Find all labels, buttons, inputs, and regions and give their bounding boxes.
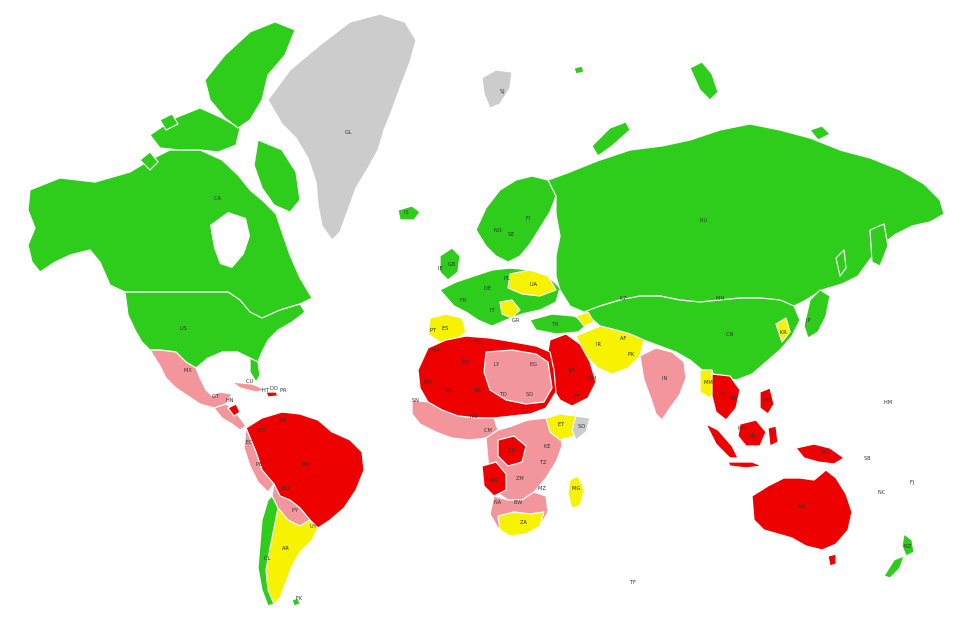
greenland-shape	[267, 13, 417, 241]
region-north-america	[27, 21, 313, 431]
label-dominican-rep: DO	[270, 386, 278, 392]
somalia-shape	[571, 415, 591, 441]
new-guinea-shape	[795, 443, 845, 465]
iberia-shape	[427, 313, 467, 343]
borneo-shape	[737, 419, 767, 447]
central-asia-china-shape	[583, 295, 801, 381]
drc-shape	[497, 435, 527, 467]
turkey-shape	[529, 313, 589, 335]
sumatra-shape	[705, 423, 739, 459]
russia-asia-shape	[547, 123, 945, 313]
novaya-zemlya-shape	[591, 121, 631, 157]
new-zealand-south-shape	[883, 555, 905, 579]
ukraine-belarus-shape	[507, 269, 557, 297]
region-asia	[545, 61, 945, 469]
philippines-shape	[759, 387, 775, 415]
australia-shape	[751, 469, 853, 551]
label-antarctic-islands: HM	[884, 400, 892, 406]
kamchatka-shape	[869, 223, 889, 267]
cuba-shape	[231, 381, 267, 393]
sakhalin-shape	[835, 249, 847, 277]
region-africa	[411, 335, 591, 537]
japan-shape	[803, 289, 831, 339]
label-french-southern: TF	[629, 580, 636, 586]
region-greenland	[267, 13, 585, 241]
svalbard-shape	[481, 69, 513, 109]
sahel-egypt-shape	[483, 349, 553, 405]
chile-shape	[257, 495, 279, 607]
region-oceania	[751, 469, 915, 579]
florida-shape	[249, 357, 261, 383]
java-shape	[727, 461, 763, 469]
region-south-america	[243, 411, 365, 607]
jan-mayen-shape	[573, 65, 585, 75]
region-europe	[427, 175, 589, 343]
scandinavia-shape	[475, 175, 557, 263]
label-fiji: FJ	[910, 480, 914, 486]
central-america-shape	[213, 403, 247, 431]
label-puerto-rico: PR	[280, 388, 287, 394]
label-new-caledonia: NC	[878, 490, 886, 496]
mexico-shape	[149, 349, 233, 409]
label-solomon: SB	[864, 456, 871, 462]
new-siberian-islands-shape	[809, 125, 831, 141]
uk-ireland-shape	[439, 247, 461, 281]
arctic-small-island-shape	[159, 113, 179, 131]
peru-shape	[243, 427, 275, 493]
caucasus-shape	[575, 311, 595, 327]
falklands-shape	[291, 597, 301, 607]
balkans-shape	[499, 299, 521, 319]
label-mozambique: MZ	[538, 486, 546, 492]
nicaragua-shape	[227, 403, 241, 417]
arctic-archipelago-shape	[149, 107, 241, 153]
label-greece: GR	[512, 318, 520, 324]
angola-shape	[481, 461, 507, 497]
severnaya-zemlya-shape	[689, 61, 719, 101]
baffin-island-shape	[253, 139, 301, 213]
korea-shape	[775, 317, 791, 343]
indochina-shape	[711, 373, 741, 421]
new-zealand-north-shape	[901, 533, 915, 557]
northern-south-america-shape	[245, 411, 365, 529]
tasmania-shape	[827, 553, 837, 567]
south-africa-shape	[497, 511, 545, 537]
arctic-islands-north-shape	[204, 21, 296, 129]
madagascar-shape	[567, 475, 585, 509]
iceland-shape	[397, 205, 421, 221]
haiti-dominican-shape	[265, 391, 279, 398]
hudson-bay-shape	[210, 212, 250, 268]
sulawesi-shape	[767, 425, 779, 447]
arctic-small-island-shape	[139, 151, 159, 171]
india-shape	[639, 347, 687, 421]
